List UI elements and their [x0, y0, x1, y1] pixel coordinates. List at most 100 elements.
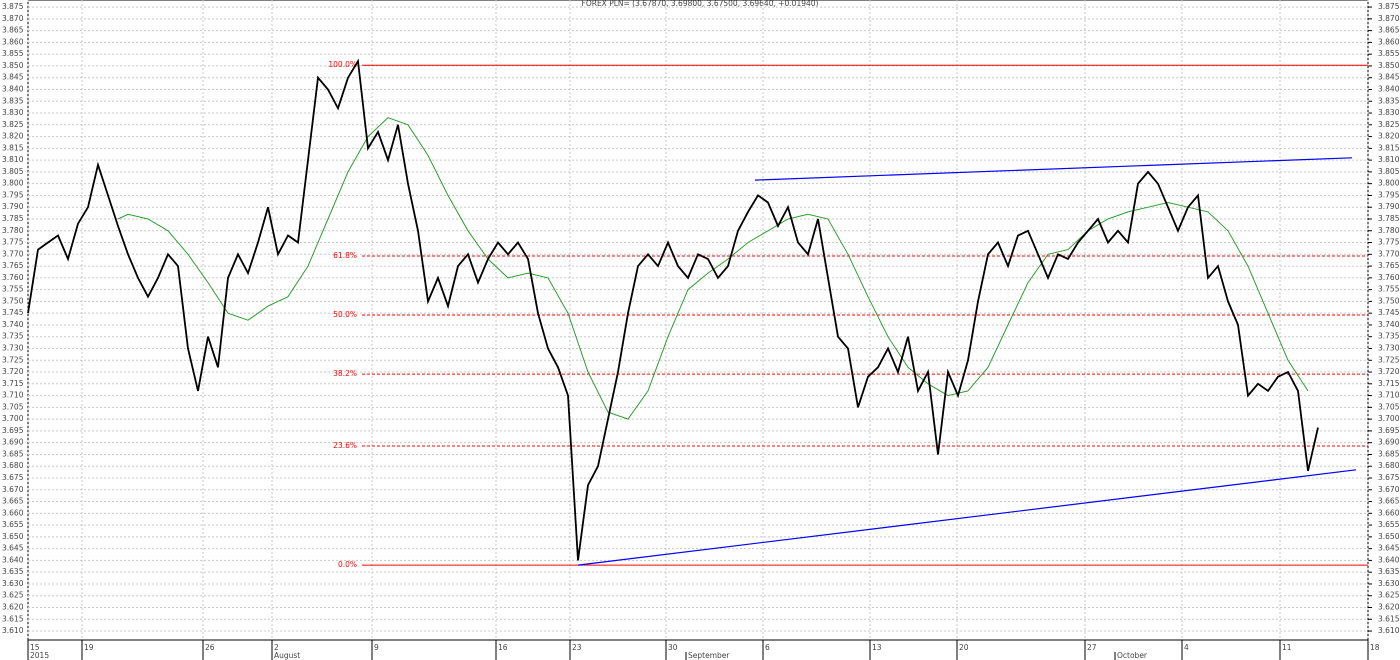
- y-tick-label: 3.760: [2, 273, 24, 282]
- y-tick-label: 3.655: [2, 520, 24, 529]
- y-tick-label: 3.720: [2, 367, 24, 376]
- y-tick-label: 3.775: [2, 238, 24, 247]
- x-tick-label: 16: [498, 643, 508, 652]
- y-tick-label: 3.850: [1378, 61, 1400, 70]
- y-tick-label: 3.635: [2, 567, 24, 576]
- y-tick-label: 3.675: [2, 473, 24, 482]
- y-tick-label: 3.700: [2, 414, 24, 423]
- y-tick-label: 3.800: [2, 179, 24, 188]
- y-tick-label: 3.765: [1378, 261, 1400, 270]
- y-tick-label: 3.715: [1378, 379, 1400, 388]
- fib-label: 50.0%: [333, 310, 357, 319]
- y-tick-label: 3.840: [1378, 84, 1400, 93]
- fib-label: 23.6%: [333, 441, 357, 450]
- y-tick-label: 3.765: [2, 261, 24, 270]
- y-tick-label: 3.665: [2, 497, 24, 506]
- x-tick-label: 9: [374, 643, 379, 652]
- y-tick-label: 3.640: [1378, 555, 1400, 564]
- x-tick-label: 13: [872, 643, 882, 652]
- y-tick-label: 3.660: [1378, 508, 1400, 517]
- month-label: 2015: [30, 651, 49, 660]
- y-tick-label: 3.820: [1378, 132, 1400, 141]
- y-tick-label: 3.655: [1378, 520, 1400, 529]
- x-tick-label: 26: [205, 643, 215, 652]
- y-tick-label: 3.790: [2, 202, 24, 211]
- y-tick-label: 3.615: [1378, 614, 1400, 623]
- y-tick-label: 3.740: [1378, 320, 1400, 329]
- y-tick-label: 3.855: [2, 49, 24, 58]
- x-tick-label: 23: [572, 643, 582, 652]
- y-tick-label: 3.695: [2, 426, 24, 435]
- fib-label: 61.8%: [333, 251, 357, 260]
- trendline: [577, 469, 1357, 566]
- y-tick-label: 3.875: [1378, 2, 1400, 11]
- y-tick-label: 3.790: [1378, 202, 1400, 211]
- y-tick-label: 3.705: [1378, 402, 1400, 411]
- x-tick-label: 2: [274, 643, 279, 652]
- y-tick-label: 3.795: [1378, 190, 1400, 199]
- y-tick-label: 3.730: [2, 343, 24, 352]
- y-tick-label: 3.740: [2, 320, 24, 329]
- x-tick-label: 11: [1282, 643, 1292, 652]
- y-tick-label: 3.860: [2, 37, 24, 46]
- y-tick-label: 3.645: [2, 544, 24, 553]
- fib-label: 38.2%: [333, 369, 357, 378]
- y-tick-label: 3.670: [1378, 485, 1400, 494]
- y-tick-label: 3.785: [2, 214, 24, 223]
- y-tick-label: 3.615: [2, 614, 24, 623]
- y-tick-label: 3.730: [1378, 343, 1400, 352]
- month-label: October: [1117, 651, 1148, 660]
- y-tick-label: 3.805: [1378, 167, 1400, 176]
- y-tick-label: 3.780: [1378, 226, 1400, 235]
- month-label: August: [274, 651, 300, 660]
- y-tick-label: 3.810: [1378, 155, 1400, 164]
- y-tick-label: 3.855: [1378, 49, 1400, 58]
- y-tick-label: 3.630: [2, 579, 24, 588]
- y-tick-label: 3.815: [2, 143, 24, 152]
- y-tick-label: 3.620: [1378, 603, 1400, 612]
- x-tick-label: 30: [668, 643, 678, 652]
- y-tick-label: 3.735: [2, 332, 24, 341]
- y-tick-label: 3.660: [2, 508, 24, 517]
- moving-average: [117, 117, 1309, 420]
- y-tick-label: 3.745: [1378, 308, 1400, 317]
- y-tick-label: 3.745: [2, 308, 24, 317]
- y-tick-label: 3.830: [1378, 108, 1400, 117]
- y-tick-label: 3.780: [2, 226, 24, 235]
- y-tick-label: 3.610: [2, 626, 24, 635]
- y-tick-label: 3.650: [2, 532, 24, 541]
- x-tick-label: 15: [30, 643, 40, 652]
- x-tick-label: 19: [84, 643, 94, 652]
- y-tick-label: 3.755: [1378, 285, 1400, 294]
- y-tick-label: 3.685: [2, 449, 24, 458]
- y-tick-label: 3.875: [2, 2, 24, 11]
- x-tick-label: 20: [959, 643, 969, 652]
- y-tick-label: 3.690: [2, 438, 24, 447]
- y-tick-label: 3.865: [2, 26, 24, 35]
- y-tick-label: 3.725: [1378, 355, 1400, 364]
- y-tick-label: 3.675: [1378, 473, 1400, 482]
- y-tick-label: 3.825: [2, 120, 24, 129]
- y-tick-label: 3.860: [1378, 37, 1400, 46]
- y-tick-label: 3.750: [2, 296, 24, 305]
- plot-frame: [27, 0, 1369, 641]
- y-tick-label: 3.810: [2, 155, 24, 164]
- y-tick-label: 3.870: [2, 14, 24, 23]
- y-tick-label: 3.835: [1378, 96, 1400, 105]
- y-tick-label: 3.840: [2, 84, 24, 93]
- y-tick-label: 3.770: [1378, 249, 1400, 258]
- y-tick-label: 3.710: [1378, 391, 1400, 400]
- y-tick-label: 3.640: [2, 555, 24, 564]
- y-tick-label: 3.770: [2, 249, 24, 258]
- y-tick-label: 3.680: [1378, 461, 1400, 470]
- y-tick-label: 3.710: [2, 391, 24, 400]
- y-tick-label: 3.685: [1378, 449, 1400, 458]
- price-line: [27, 58, 1319, 561]
- y-tick-label: 3.625: [1378, 591, 1400, 600]
- y-tick-label: 3.850: [2, 61, 24, 70]
- y-tick-label: 3.795: [2, 190, 24, 199]
- y-tick-label: 3.635: [1378, 567, 1400, 576]
- y-tick-label: 3.820: [2, 132, 24, 141]
- y-tick-label: 3.845: [1378, 73, 1400, 82]
